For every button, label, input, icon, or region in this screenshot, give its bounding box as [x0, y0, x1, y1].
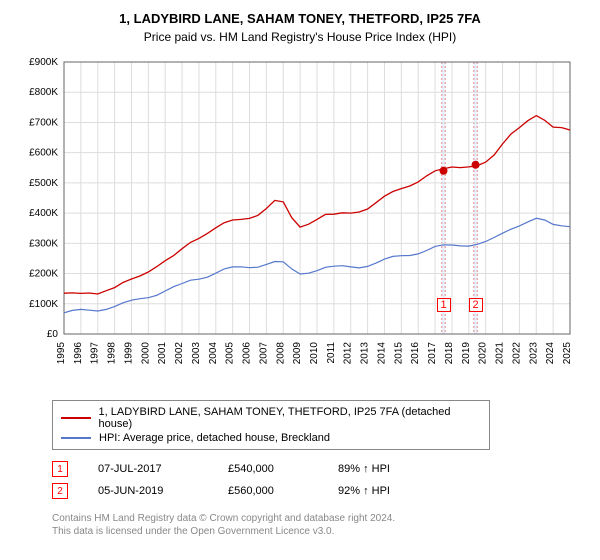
- svg-text:1999: 1999: [123, 342, 134, 365]
- transaction-pct: 89% ↑ HPI: [338, 463, 458, 475]
- svg-text:1997: 1997: [90, 342, 101, 365]
- svg-text:1998: 1998: [107, 342, 118, 365]
- svg-text:£100K: £100K: [29, 299, 58, 310]
- legend-swatch: [61, 417, 91, 419]
- svg-text:£600K: £600K: [29, 148, 58, 159]
- svg-text:£400K: £400K: [29, 208, 58, 219]
- svg-text:2021: 2021: [495, 342, 506, 365]
- legend: 1, LADYBIRD LANE, SAHAM TONEY, THETFORD,…: [52, 400, 490, 450]
- svg-text:2015: 2015: [393, 342, 404, 365]
- svg-text:2007: 2007: [258, 342, 269, 365]
- footnote-line2: This data is licensed under the Open Gov…: [52, 526, 334, 537]
- legend-row: HPI: Average price, detached house, Brec…: [61, 431, 481, 445]
- svg-text:1996: 1996: [73, 342, 84, 365]
- chart-title: 1, LADYBIRD LANE, SAHAM TONEY, THETFORD,…: [10, 10, 590, 28]
- legend-label: HPI: Average price, detached house, Brec…: [99, 432, 330, 444]
- transaction-date: 05-JUN-2019: [98, 485, 228, 497]
- svg-text:£900K: £900K: [29, 57, 58, 68]
- price-chart: £0 £100K £200K £300K £400K £500K £600K £700K £80…: [20, 54, 580, 394]
- svg-text:2024: 2024: [545, 342, 556, 365]
- svg-text:2020: 2020: [478, 342, 489, 365]
- svg-text:2014: 2014: [376, 342, 387, 365]
- marker-badge-2: 2: [469, 298, 483, 312]
- marker-badge-1: 1: [437, 298, 451, 312]
- transaction-num: 1: [52, 461, 68, 477]
- svg-text:2025: 2025: [562, 342, 573, 365]
- svg-text:2002: 2002: [174, 342, 185, 365]
- footnote-line1: Contains HM Land Registry data © Crown c…: [52, 513, 395, 524]
- svg-text:£200K: £200K: [29, 269, 58, 280]
- svg-text:1995: 1995: [56, 342, 67, 365]
- transaction-date: 07-JUL-2017: [98, 463, 228, 475]
- legend-swatch: [61, 437, 91, 439]
- transaction-num: 2: [52, 483, 68, 499]
- svg-text:2013: 2013: [360, 342, 371, 365]
- svg-text:2018: 2018: [444, 342, 455, 365]
- transaction-price: £540,000: [228, 463, 338, 475]
- svg-text:2023: 2023: [528, 342, 539, 365]
- svg-text:2009: 2009: [292, 342, 303, 365]
- svg-text:£0: £0: [47, 329, 59, 340]
- svg-text:2011: 2011: [326, 342, 337, 364]
- svg-text:2017: 2017: [427, 342, 438, 365]
- footnote: Contains HM Land Registry data © Crown c…: [52, 512, 590, 538]
- transaction-price: £560,000: [228, 485, 338, 497]
- legend-label: 1, LADYBIRD LANE, SAHAM TONEY, THETFORD,…: [99, 406, 481, 430]
- svg-text:2005: 2005: [225, 342, 236, 365]
- svg-text:2004: 2004: [208, 342, 219, 365]
- svg-text:£300K: £300K: [29, 239, 58, 250]
- svg-text:£800K: £800K: [29, 87, 58, 98]
- transaction-row: 1 07-JUL-2017£540,00089% ↑ HPI: [52, 458, 590, 480]
- transaction-row: 2 05-JUN-2019£560,00092% ↑ HPI: [52, 480, 590, 502]
- svg-text:2016: 2016: [410, 342, 421, 365]
- svg-text:2008: 2008: [275, 342, 286, 365]
- transaction-table: 1 07-JUL-2017£540,00089% ↑ HPI 2 05-JUN-201…: [52, 458, 590, 502]
- svg-text:£500K: £500K: [29, 178, 58, 189]
- svg-text:2010: 2010: [309, 342, 320, 365]
- chart-subtitle: Price paid vs. HM Land Registry's House …: [10, 30, 590, 44]
- svg-text:2019: 2019: [461, 342, 472, 365]
- legend-row: 1, LADYBIRD LANE, SAHAM TONEY, THETFORD,…: [61, 405, 481, 431]
- chart-area: £0 £100K £200K £300K £400K £500K £600K £700K £80…: [20, 54, 580, 394]
- svg-text:2003: 2003: [191, 342, 202, 365]
- transaction-pct: 92% ↑ HPI: [338, 485, 458, 497]
- svg-text:£700K: £700K: [29, 118, 58, 129]
- svg-text:2022: 2022: [511, 342, 522, 365]
- svg-text:2012: 2012: [343, 342, 354, 365]
- svg-text:2000: 2000: [140, 342, 151, 365]
- svg-text:2006: 2006: [242, 342, 253, 365]
- svg-text:2001: 2001: [157, 342, 168, 365]
